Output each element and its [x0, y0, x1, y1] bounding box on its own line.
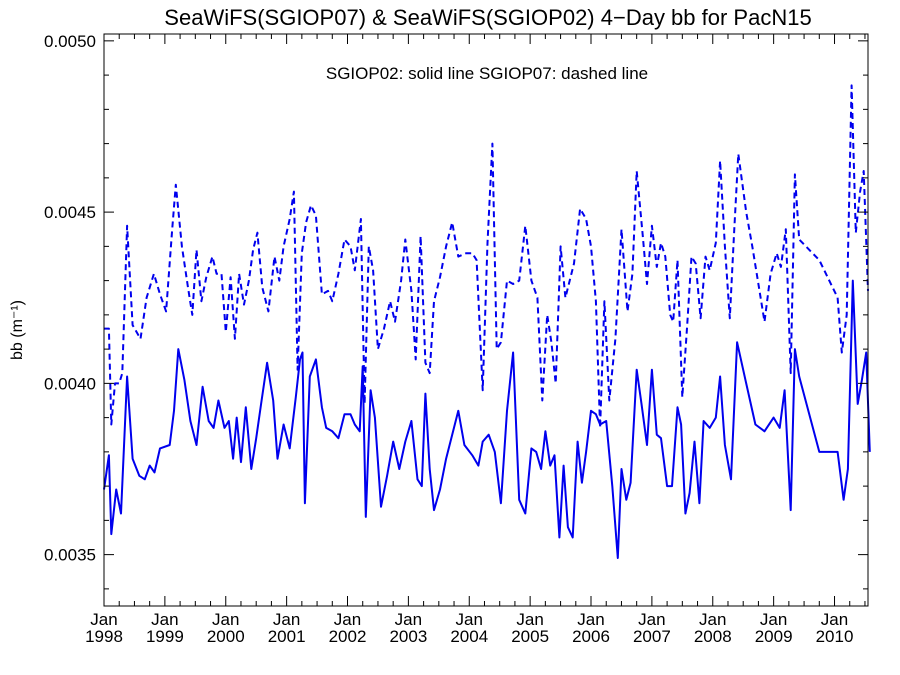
x-tick-label-year: 2005: [511, 627, 549, 646]
x-tick-label-year: 2007: [633, 627, 671, 646]
x-tick-label-month: Jan: [212, 610, 239, 629]
x-tick-label-year: 1998: [85, 627, 123, 646]
x-tick-label-month: Jan: [90, 610, 117, 629]
plot-frame: [103, 33, 869, 607]
x-tick-label-month: Jan: [821, 610, 848, 629]
x-tick-label-month: Jan: [456, 610, 483, 629]
x-tick-label-month: Jan: [395, 610, 422, 629]
legend-annotation: SGIOP02: solid line SGIOP07: dashed line: [326, 64, 648, 83]
x-tick-label-year: 2006: [572, 627, 610, 646]
axis-layer: 0.00350.00400.00450.0050Jan1998Jan1999Ja…: [44, 32, 868, 646]
x-tick-label-month: Jan: [638, 610, 665, 629]
x-tick-label-year: 2002: [329, 627, 367, 646]
x-tick-label-year: 2001: [268, 627, 306, 646]
x-tick-label-month: Jan: [577, 610, 604, 629]
series-line-sgiop02: [103, 279, 871, 559]
y-tick-label: 0.0040: [44, 374, 96, 393]
x-tick-label-year: 2010: [816, 627, 854, 646]
series-layer: [103, 84, 871, 559]
x-tick-label-year: 2003: [389, 627, 427, 646]
x-tick-label-month: Jan: [334, 610, 361, 629]
series-line-sgiop07: [104, 84, 869, 429]
y-tick-label: 0.0045: [44, 203, 96, 222]
y-tick-label: 0.0050: [44, 32, 96, 51]
x-tick-label-year: 2000: [207, 627, 245, 646]
x-tick-label-month: Jan: [760, 610, 787, 629]
x-tick-label-year: 2004: [450, 627, 488, 646]
x-tick-label-year: 2009: [755, 627, 793, 646]
x-tick-label-month: Jan: [516, 610, 543, 629]
x-tick-label-year: 2008: [694, 627, 732, 646]
x-tick-label-month: Jan: [273, 610, 300, 629]
y-axis-label: bb (m⁻¹): [9, 300, 26, 360]
x-tick-label-month: Jan: [151, 610, 178, 629]
x-tick-label-year: 1999: [146, 627, 184, 646]
y-tick-label: 0.0035: [44, 546, 96, 565]
x-tick-label-month: Jan: [699, 610, 726, 629]
chart-title: SeaWiFS(SGIOP07) & SeaWiFS(SGIOP02) 4−Da…: [164, 5, 811, 30]
